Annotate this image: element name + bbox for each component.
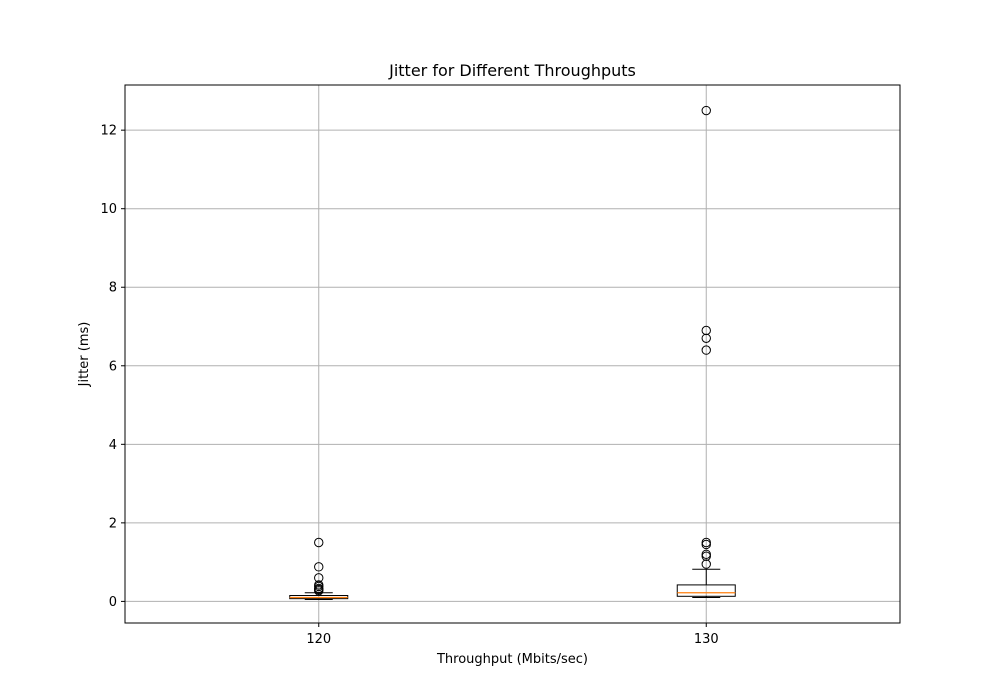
outlier-point [314, 537, 324, 548]
box-130 [676, 105, 736, 598]
grid [125, 85, 900, 623]
y-tick-label: 0 [109, 595, 117, 610]
iqr-box [676, 584, 736, 597]
y-tick-label: 2 [109, 516, 117, 531]
y-axis-label: Jitter (ms) [77, 322, 92, 388]
box-120 [289, 537, 349, 600]
y-tick-label: 6 [109, 359, 117, 374]
y-tick-label: 8 [109, 281, 117, 296]
x-tick-label: 130 [694, 632, 719, 647]
outlier-point [701, 333, 711, 343]
outlier-point [314, 562, 324, 572]
x-tick-label: 120 [306, 632, 331, 647]
outlier-point [701, 539, 711, 550]
outlier-point [701, 345, 711, 355]
y-tick-label: 12 [100, 124, 117, 139]
y-tick-label: 10 [100, 202, 117, 217]
y-tick-label: 4 [109, 438, 117, 453]
outlier-point [701, 105, 711, 116]
x-axis-label: Throughput (Mbits/sec) [436, 652, 588, 667]
plot-frame [124, 84, 901, 624]
outlier-point [701, 559, 711, 569]
outlier-point [701, 551, 711, 561]
chart-title: Jitter for Different Throughputs [388, 61, 636, 80]
outlier-point [314, 586, 324, 596]
outlier-point [701, 325, 711, 336]
ticks: 0 2 4 6 8 10 12 120 130 [100, 124, 718, 647]
boxes [289, 105, 736, 600]
